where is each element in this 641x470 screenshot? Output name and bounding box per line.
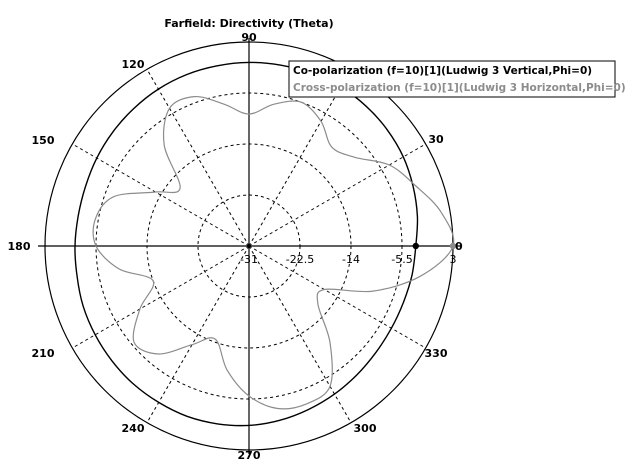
radial-tick-label: -31 [240, 253, 258, 266]
angle-tick-label: 30 [428, 133, 444, 146]
legend-entry[interactable]: Cross-polarization (f=10)[1](Ludwig 3 Ho… [293, 82, 626, 94]
grid-spoke [72, 245, 250, 349]
angle-tick-label: 270 [238, 449, 261, 462]
radial-tick-label: -14 [342, 253, 360, 266]
series-layer [74, 61, 457, 427]
grid-spoke [72, 143, 250, 247]
angle-tick-label: 330 [425, 347, 448, 360]
cross-polarization-marker[interactable] [449, 242, 457, 250]
angle-tick-label: 240 [122, 422, 145, 435]
angle-tick-label: 180 [8, 240, 31, 253]
grid-spoke [248, 143, 426, 247]
series-co-polarization-line[interactable] [74, 61, 419, 427]
angle-tick-label: 300 [354, 422, 377, 435]
angle-tick-label: 90 [241, 31, 257, 44]
series-cross-polarization-line[interactable] [92, 95, 455, 410]
grid-spoke [248, 245, 352, 423]
co-polarization-marker[interactable] [412, 242, 419, 250]
legend-entry[interactable]: Co-polarization (f=10)[1](Ludwig 3 Verti… [293, 65, 592, 77]
legend-box [288, 60, 616, 98]
grid-spoke [146, 245, 250, 423]
legend[interactable]: Co-polarization (f=10)[1](Ludwig 3 Verti… [288, 60, 626, 98]
grid-spoke [146, 69, 250, 247]
angle-tick-label: 210 [32, 347, 55, 360]
angle-tick-label: 150 [32, 134, 55, 147]
center-dot [247, 244, 251, 248]
angle-tick-label: 120 [122, 58, 145, 71]
grid-spoke [248, 245, 426, 349]
angle-tick-label: 0 [455, 240, 463, 253]
chart-title: Farfield: Directivity (Theta) [164, 17, 333, 30]
grid-spoke [248, 69, 352, 247]
radial-tick-label: 3 [450, 253, 457, 266]
radial-tick-label: -5.5 [391, 253, 412, 266]
tick-labels: 0 30 90 120 150 180 210 240 270 300 330 -31 -22.5 -14… [8, 31, 463, 462]
radial-tick-label: -22.5 [286, 253, 314, 266]
